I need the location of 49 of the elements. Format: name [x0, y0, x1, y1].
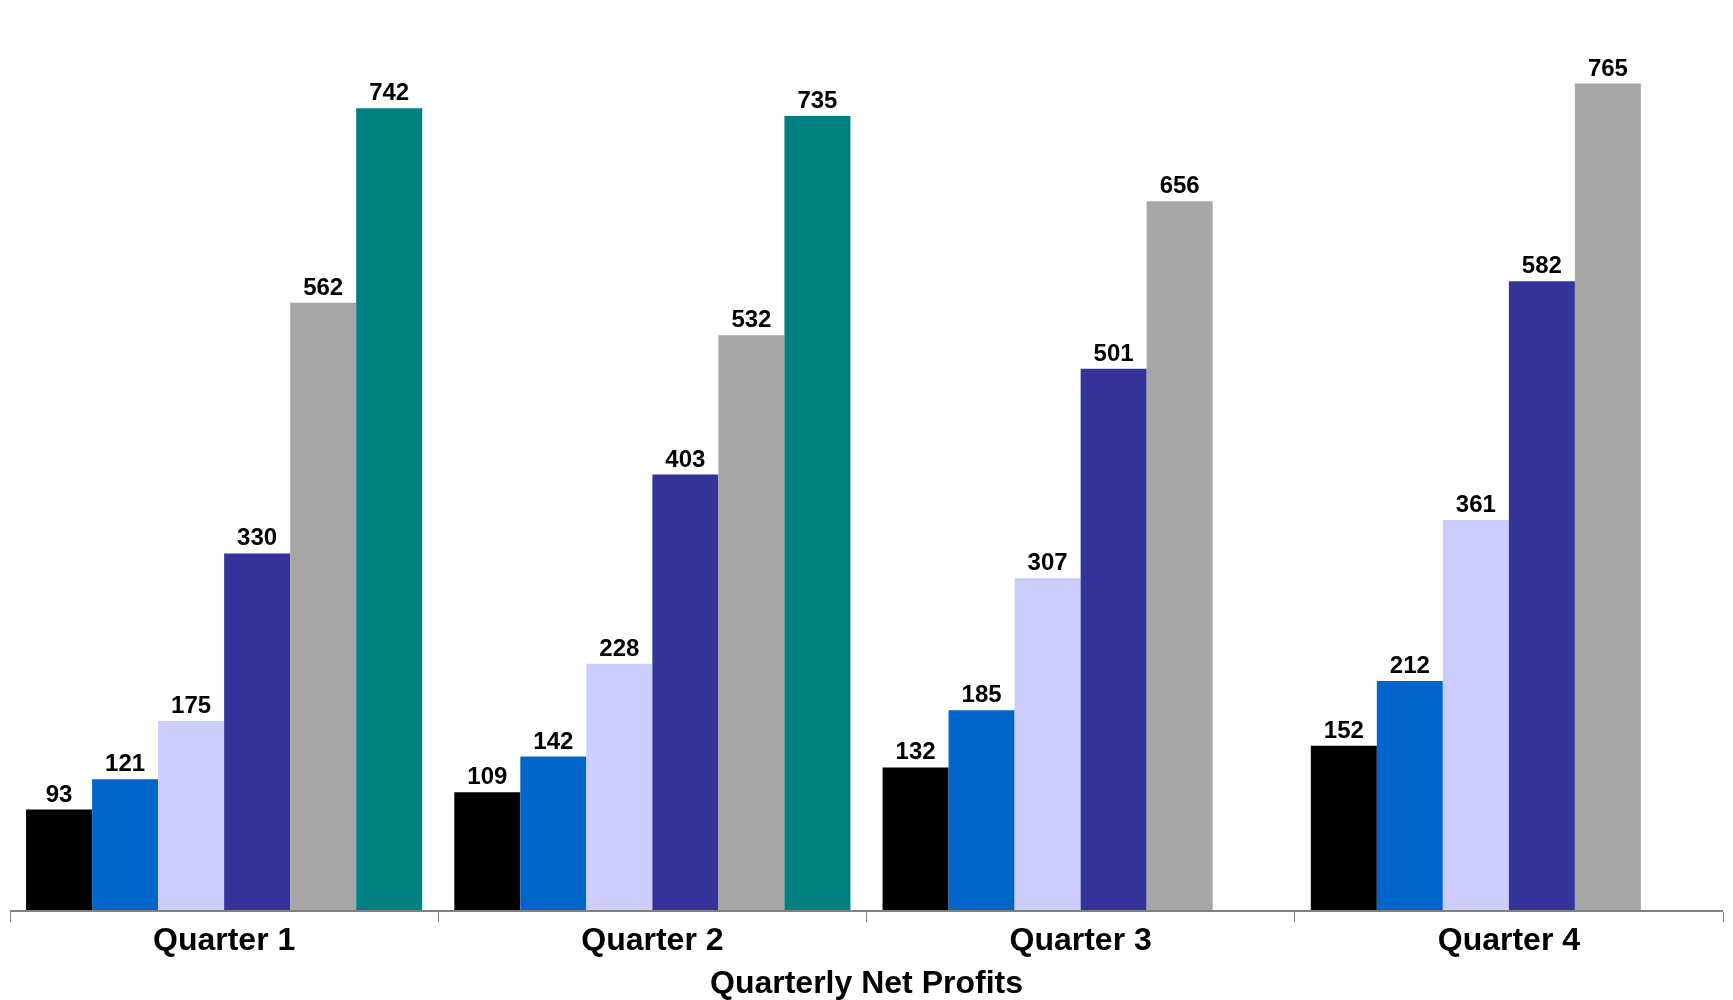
bar — [1442, 519, 1509, 910]
bar — [356, 108, 423, 910]
bar — [1080, 368, 1147, 910]
bar — [454, 792, 521, 910]
bar — [1014, 578, 1081, 910]
data-label: 656 — [1159, 171, 1200, 199]
data-label: 501 — [1093, 338, 1134, 366]
data-label: 175 — [171, 690, 212, 718]
bar — [718, 335, 785, 910]
bar — [290, 302, 357, 910]
x-tick-label: Quarter 2 — [581, 921, 724, 958]
bar — [652, 474, 719, 910]
data-label: 742 — [369, 78, 410, 106]
data-label: 152 — [1323, 715, 1364, 743]
bar — [26, 809, 93, 910]
data-label: 132 — [895, 737, 936, 765]
bar — [158, 720, 225, 910]
data-label: 330 — [237, 523, 278, 551]
bar — [1508, 281, 1575, 910]
data-label: 307 — [1027, 548, 1068, 576]
data-label: 228 — [599, 633, 640, 661]
data-label: 765 — [1587, 53, 1628, 81]
data-label: 532 — [731, 305, 772, 333]
bar — [948, 710, 1015, 910]
x-tick-label: Quarter 1 — [152, 921, 296, 958]
data-label: 735 — [797, 85, 838, 113]
data-label: 361 — [1455, 489, 1496, 517]
bar — [1574, 83, 1641, 910]
bar — [586, 663, 653, 910]
data-label: 93 — [45, 779, 73, 807]
bar — [784, 115, 851, 910]
data-label: 403 — [665, 444, 706, 472]
x-axis-title: Quarterly Net Profits — [710, 964, 1023, 1000]
data-label: 212 — [1389, 650, 1430, 678]
bar — [1376, 680, 1443, 910]
x-tick-label: Quarter 3 — [1009, 921, 1152, 958]
data-label: 109 — [467, 762, 508, 790]
bar — [1146, 201, 1213, 910]
data-label: 121 — [105, 749, 146, 777]
bar — [882, 767, 949, 910]
x-tick-label: Quarter 4 — [1437, 921, 1581, 958]
bar — [224, 553, 291, 910]
data-label: 562 — [303, 272, 344, 300]
data-label: 582 — [1521, 251, 1562, 279]
bar — [1310, 745, 1377, 910]
data-label: 185 — [961, 680, 1002, 708]
bar — [520, 756, 587, 910]
bar — [92, 779, 159, 910]
data-label: 142 — [533, 726, 574, 754]
